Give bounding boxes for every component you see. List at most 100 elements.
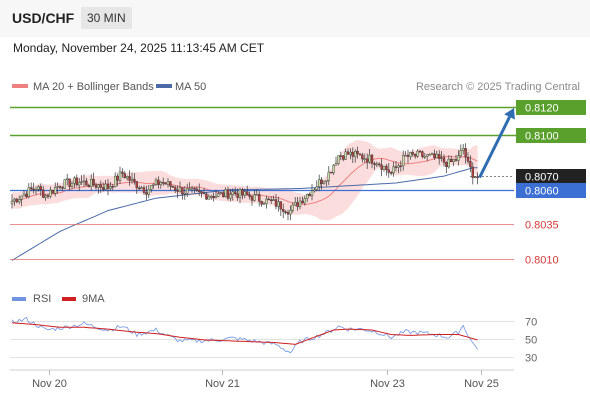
candle-up	[80, 181, 83, 183]
candle-up	[306, 193, 309, 199]
forecast-arrow	[478, 108, 515, 179]
candle-up	[149, 185, 153, 190]
candle-up	[474, 176, 477, 178]
candle-up	[262, 203, 266, 205]
candle-down	[286, 212, 290, 215]
candle-down	[466, 157, 470, 162]
candle-up	[140, 187, 143, 189]
ma20-legend-swatch	[12, 84, 28, 88]
candle-down	[121, 171, 124, 174]
candle-down	[274, 199, 278, 207]
candle-down	[116, 175, 119, 181]
candle-down	[433, 153, 436, 158]
candle-down	[394, 166, 398, 168]
level-label-0.8060: 0.8060	[525, 186, 559, 198]
candle-up	[416, 150, 419, 157]
candle-up	[462, 148, 465, 151]
candle-down	[258, 194, 261, 202]
candle-up	[166, 181, 170, 185]
candle-down	[161, 181, 165, 184]
candle-down	[226, 189, 230, 199]
candle-up	[63, 179, 66, 189]
candle-down	[248, 194, 251, 197]
candle-down	[195, 188, 199, 191]
candle-down	[99, 184, 103, 188]
rsi-legend-label: RSI	[33, 293, 51, 305]
candle-down	[308, 193, 311, 197]
candle-down	[346, 151, 350, 155]
candle-up	[294, 202, 297, 206]
candle-down	[101, 187, 105, 190]
candle-up	[34, 188, 38, 191]
candle-up	[291, 204, 294, 211]
candle-down	[330, 171, 333, 174]
rsi-ma-legend-swatch	[62, 297, 76, 301]
candle-up	[37, 186, 40, 190]
x-tick-label: Nov 23	[370, 378, 405, 390]
candle-down	[385, 165, 388, 170]
candle-up	[253, 194, 256, 201]
candle-up	[349, 151, 352, 155]
candle-up	[214, 196, 218, 199]
candle-up	[190, 187, 194, 190]
candle-up	[70, 182, 74, 187]
candle-down	[358, 153, 362, 156]
candle-down	[339, 155, 342, 157]
candle-down	[250, 196, 254, 201]
candle-down	[366, 158, 369, 163]
candle-down	[414, 154, 417, 157]
candle-up	[231, 191, 235, 195]
candle-up	[109, 186, 112, 189]
candle-down	[135, 181, 139, 189]
rsi-line	[11, 316, 478, 354]
candle-down	[411, 152, 414, 155]
bollinger-band	[12, 140, 478, 221]
candle-down	[176, 189, 179, 192]
candle-up	[89, 178, 93, 187]
candle-down	[169, 181, 172, 187]
candle-up	[243, 191, 247, 196]
candle-down	[202, 192, 206, 195]
candle-up	[344, 151, 347, 160]
level-label-0.8010: 0.8010	[525, 255, 559, 267]
level-label-box-0.8070	[516, 169, 586, 184]
level-label-0.8070: 0.8070	[525, 172, 559, 184]
candle-up	[325, 180, 328, 182]
candle-down	[85, 180, 88, 186]
candle-down	[245, 191, 249, 196]
candle-down	[351, 151, 354, 157]
x-tick-label: Nov 21	[205, 378, 240, 390]
x-tick-label: Nov 25	[464, 378, 499, 390]
candle-up	[209, 196, 213, 198]
candle-down	[421, 151, 424, 157]
candle-up	[44, 195, 47, 198]
candle-down	[476, 176, 479, 178]
candle-down	[15, 198, 19, 203]
candle-up	[382, 165, 386, 170]
candle-up	[219, 192, 223, 194]
candle-down	[471, 166, 474, 178]
rsi-ma-legend-label: 9MA	[82, 293, 105, 305]
candle-down	[145, 192, 148, 195]
candle-down	[279, 201, 282, 210]
candle-up	[404, 154, 407, 157]
candle-up	[426, 154, 429, 157]
timestamp: Monday, November 24, 2025 11:13:45 AM CE…	[13, 41, 265, 55]
candle-up	[303, 198, 306, 204]
candle-down	[205, 193, 208, 200]
level-labels: 0.8120 0.8100 0.8070 0.8060 0.8035 0.8010	[516, 100, 586, 267]
candle-up	[159, 181, 163, 185]
candle-up	[289, 210, 292, 215]
candle-down	[61, 187, 64, 189]
candle-up	[130, 178, 134, 181]
candle-up	[118, 171, 122, 181]
candle-down	[200, 191, 203, 194]
instrument-symbol: USD/CHF	[12, 10, 75, 26]
candle-down	[111, 186, 115, 188]
ma50-legend-label: MA 50	[175, 81, 206, 93]
candle-down	[123, 173, 127, 179]
candle-down	[221, 192, 225, 197]
timeframe-badge[interactable]: 30 MIN	[81, 7, 132, 29]
candle-up	[77, 182, 81, 186]
rsi-tick-50: 50	[525, 335, 537, 347]
